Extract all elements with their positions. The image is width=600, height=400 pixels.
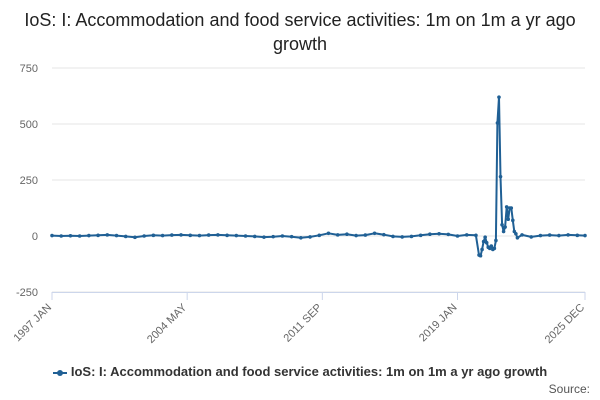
data-point — [391, 234, 395, 239]
data-point — [179, 233, 183, 237]
series-layer[interactable] — [50, 95, 587, 258]
x-tick-label: 2019 JAN — [417, 302, 460, 345]
y-tick-label: 0 — [32, 231, 38, 243]
data-point — [216, 233, 220, 237]
data-point — [506, 217, 510, 221]
data-point — [583, 233, 587, 238]
legend-series-label: IoS: I: Accommodation and food service a… — [70, 364, 548, 379]
data-point — [59, 234, 64, 238]
data-point — [538, 233, 543, 238]
data-point — [96, 233, 100, 238]
data-point — [326, 231, 331, 236]
data-point — [437, 231, 441, 236]
data-point — [372, 231, 377, 236]
data-point — [234, 233, 239, 238]
data-point — [514, 231, 518, 236]
data-point — [464, 233, 469, 237]
data-point — [520, 233, 524, 237]
data-point — [547, 233, 552, 237]
data-point — [515, 235, 520, 240]
x-tick-label: 2011 SEP — [282, 302, 325, 345]
data-point — [114, 233, 119, 238]
data-point — [474, 233, 478, 238]
data-point — [566, 233, 570, 237]
data-point — [481, 239, 486, 244]
data-point — [478, 253, 483, 258]
legend-series-marker-icon — [52, 369, 67, 376]
data-point — [498, 174, 503, 179]
legend[interactable]: IoS: I: Accommodation and food service a… — [0, 364, 600, 379]
data-point — [489, 244, 494, 248]
data-point — [557, 233, 561, 238]
data-point — [68, 233, 73, 238]
data-point — [142, 234, 146, 238]
data-point — [243, 234, 248, 238]
legend-dot-icon — [56, 369, 63, 376]
data-point — [170, 233, 174, 237]
data-point — [225, 233, 229, 238]
data-point — [123, 234, 128, 239]
source-label: Source: — [548, 382, 590, 396]
data-point — [252, 234, 257, 239]
data-point — [363, 233, 368, 237]
y-tick-label: 750 — [20, 63, 38, 75]
chart-title: IoS: I: Accommodation and food service a… — [24, 10, 576, 54]
data-point — [492, 246, 497, 251]
y-tick-label: -250 — [16, 287, 38, 299]
grid-layer — [52, 67, 585, 293]
data-point — [160, 233, 165, 238]
data-point — [509, 206, 514, 210]
data-point — [271, 234, 275, 239]
data-point — [494, 238, 498, 243]
data-point — [308, 235, 312, 239]
data-point — [575, 233, 580, 238]
data-point — [483, 235, 487, 239]
data-point — [262, 235, 266, 239]
data-point — [197, 233, 202, 238]
data-point — [500, 223, 504, 227]
data-point — [77, 234, 82, 238]
data-point — [418, 233, 423, 238]
data-point — [400, 235, 405, 239]
data-point — [299, 235, 303, 240]
data-point — [105, 233, 110, 237]
data-point — [495, 121, 500, 125]
x-tick-label: 2004 MAY — [145, 301, 190, 346]
y-tick-label: 500 — [20, 119, 38, 131]
x-tick-label: 2025 DEC — [543, 302, 587, 346]
data-point — [335, 233, 340, 237]
data-point — [133, 235, 137, 240]
data-point — [381, 232, 386, 237]
data-point — [87, 233, 91, 238]
data-point — [289, 234, 294, 239]
data-point — [188, 233, 193, 238]
data-point — [151, 233, 156, 238]
data-point — [484, 240, 489, 245]
data-point — [504, 205, 509, 209]
data-point — [446, 232, 451, 237]
data-point — [455, 234, 460, 238]
data-point — [50, 233, 54, 238]
data-point — [428, 232, 432, 237]
data-point — [206, 233, 211, 237]
data-point — [497, 95, 501, 99]
x-tick-label: 1997 JAN — [11, 302, 54, 345]
y-tick-label: 250 — [20, 175, 38, 187]
data-point — [409, 234, 414, 239]
data-point — [317, 233, 322, 238]
data-point — [345, 232, 349, 237]
data-point — [529, 235, 534, 239]
data-point — [280, 234, 285, 238]
data-point — [511, 218, 515, 223]
data-point — [501, 229, 506, 234]
data-point — [354, 233, 358, 238]
data-point — [503, 225, 507, 229]
data-point — [480, 247, 484, 252]
